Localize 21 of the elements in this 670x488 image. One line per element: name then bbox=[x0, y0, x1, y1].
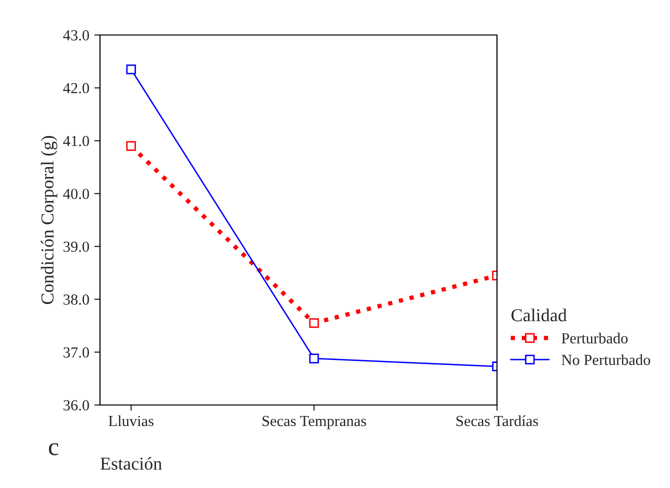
legend-label: No Perturbado bbox=[562, 354, 650, 366]
x-tick-label: Secas Tardías bbox=[456, 415, 538, 426]
text: c bbox=[48, 443, 58, 456]
y-tick-label: 36.0 bbox=[64, 400, 89, 411]
point bbox=[126, 141, 136, 151]
y-tick-label: 39.0 bbox=[64, 242, 89, 252]
point bbox=[126, 64, 136, 74]
y-tick-label: 43.0 bbox=[63, 30, 89, 41]
point bbox=[309, 354, 319, 364]
x-axis-title: Estación bbox=[100, 457, 162, 470]
y-tick-label: 41.0 bbox=[63, 136, 89, 146]
y-axis-title: Condición Corporal (g) bbox=[40, 136, 58, 304]
y-tick-label: 42.0 bbox=[63, 83, 89, 94]
legend-label: Perturbado bbox=[562, 332, 628, 344]
y-tick-label: 37.0 bbox=[64, 347, 89, 358]
legend-title: Calidad bbox=[511, 308, 567, 322]
point bbox=[309, 318, 319, 328]
x-tick-label: Lluvias bbox=[108, 415, 154, 426]
y-tick-label: 38.0 bbox=[64, 294, 89, 305]
y-tick-label: 40.0 bbox=[63, 188, 89, 200]
x-tick-label: Secas Tempranas bbox=[262, 416, 366, 430]
